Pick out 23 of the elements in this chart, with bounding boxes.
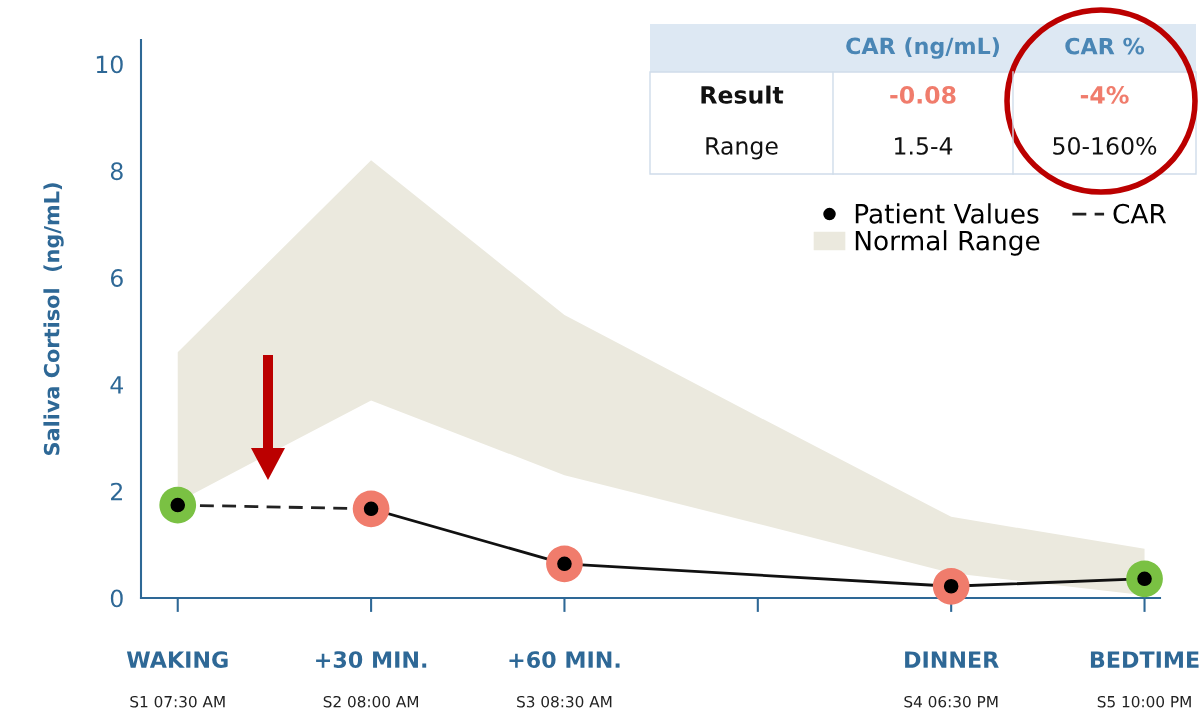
y-axis-title: Saliva Cortisol (ng/mL) xyxy=(43,183,64,455)
annotation: CAR (ng/mL) xyxy=(846,37,999,59)
legend-label: Normal Range xyxy=(855,230,1040,256)
y-tick-label: 10 xyxy=(96,55,123,74)
y-tick-label: 8 xyxy=(110,162,123,181)
legend-label: CAR xyxy=(1113,203,1167,224)
category-label: +60 MIN. S3 08:30 AM xyxy=(509,651,620,708)
y-tick-label: 2 xyxy=(111,482,122,501)
annotation: 1.5-4 xyxy=(895,137,953,155)
category-label: BEDTIME S5 10:00 PM xyxy=(1090,651,1199,708)
category-label: +30 MIN. S2 08:00 AM xyxy=(316,651,427,708)
category-label: WAKING S1 07:30 AM xyxy=(126,651,228,708)
annotation: Result xyxy=(701,85,784,104)
category-label: DINNER S4 06:30 PM xyxy=(904,651,999,708)
annotation: 50-160% xyxy=(1053,136,1157,155)
annotation: Range xyxy=(706,137,778,160)
annotation: -4% xyxy=(1080,85,1129,104)
annotation: -0.08 xyxy=(890,85,956,104)
y-tick-label: 4 xyxy=(110,376,124,394)
legend-label: Patient Values xyxy=(855,203,1039,224)
y-tick-label: 6 xyxy=(110,269,123,287)
y-tick-label: 0 xyxy=(110,589,123,608)
annotation: CAR % xyxy=(1065,37,1145,55)
